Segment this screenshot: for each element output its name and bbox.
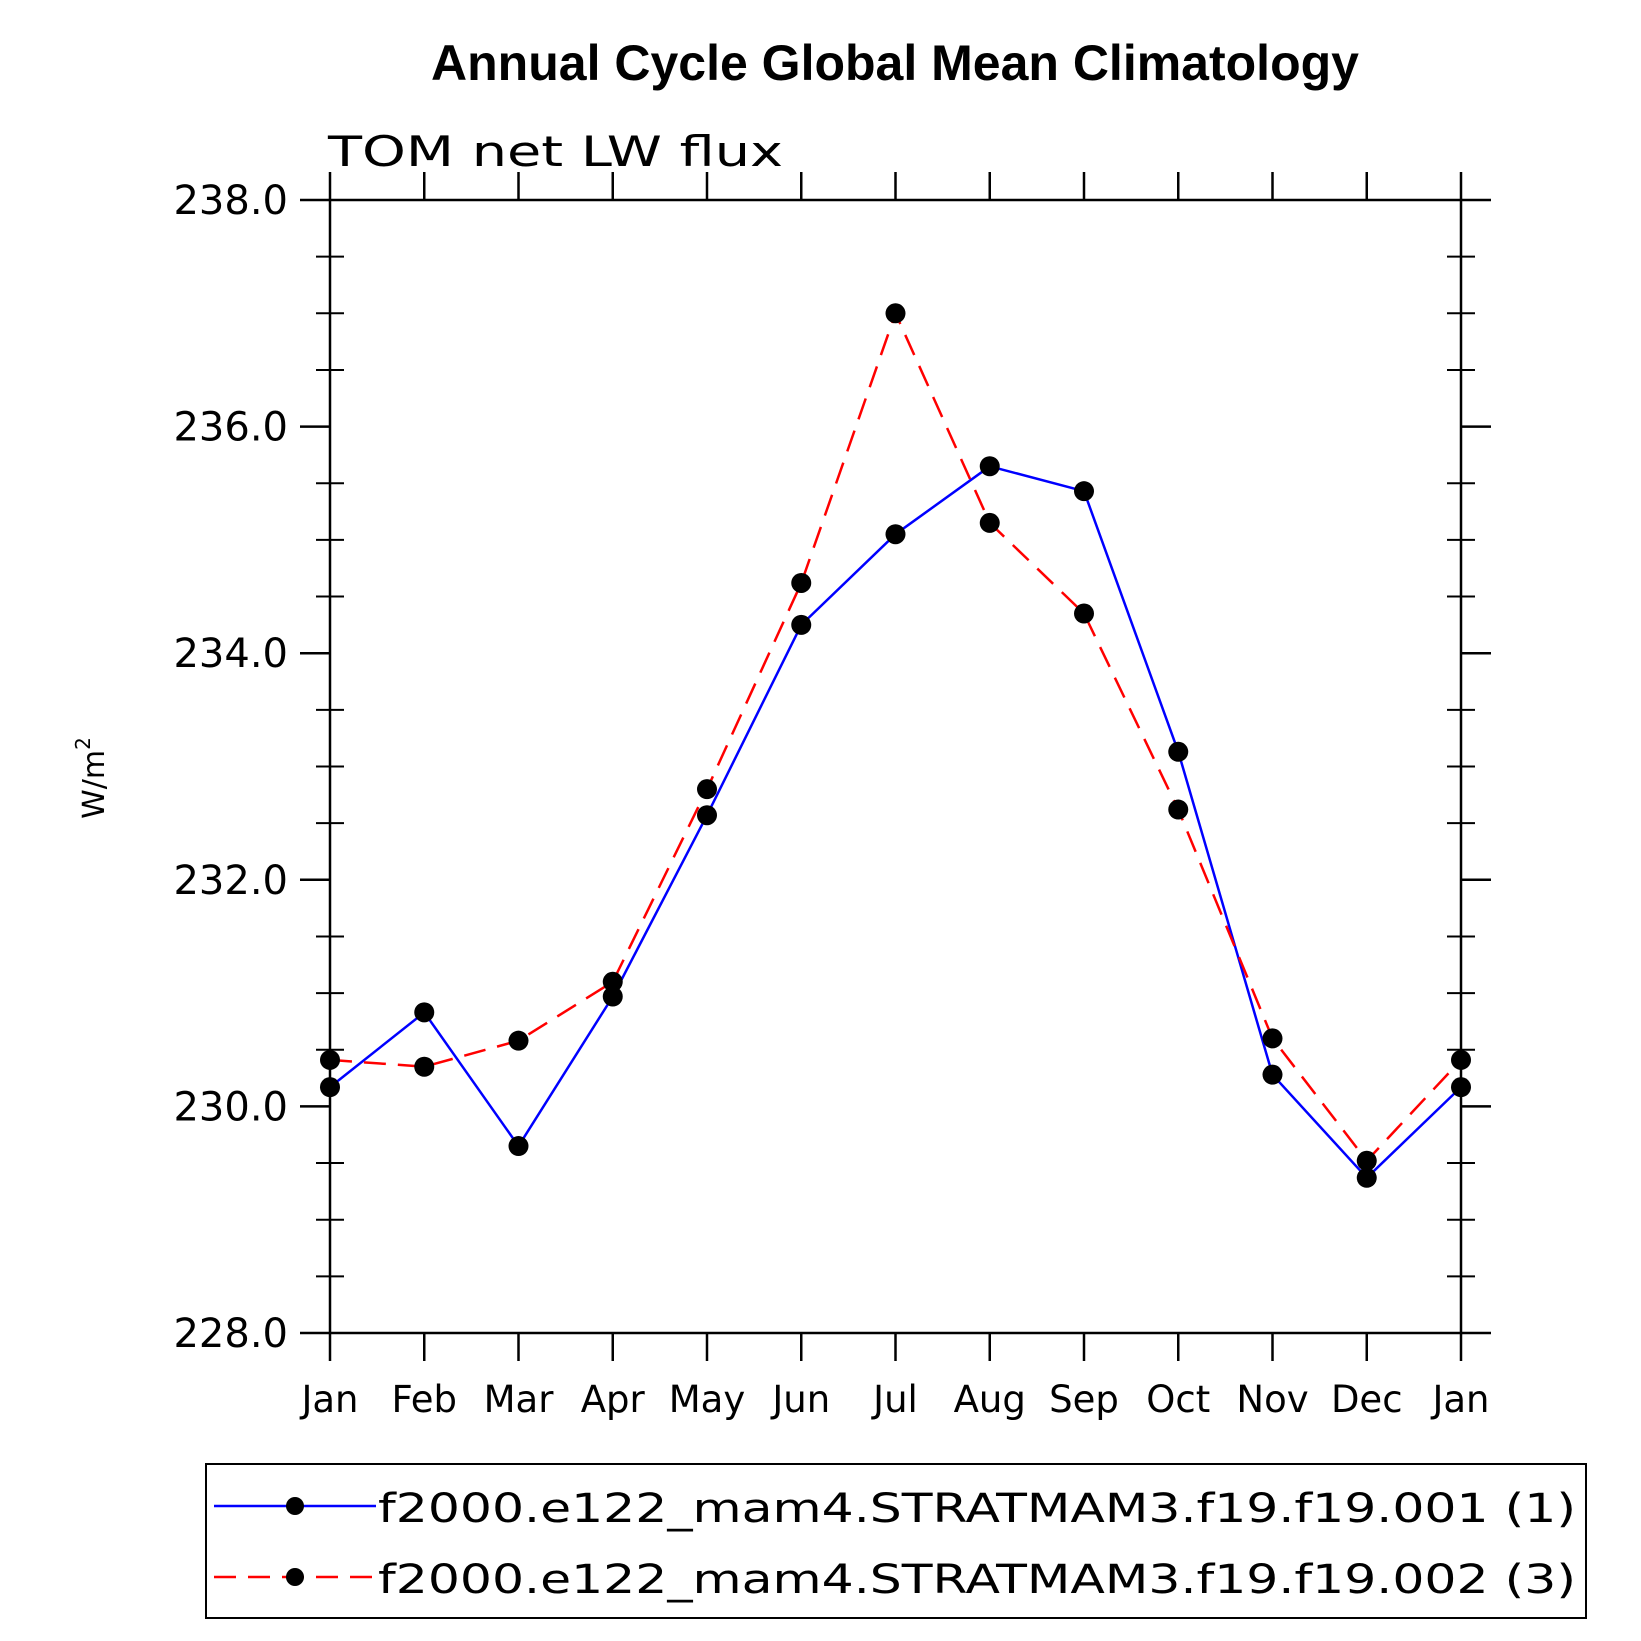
data-point-series-1 xyxy=(1451,1077,1471,1098)
y-axis-label: W/m2 xyxy=(71,737,112,819)
data-point-series-2 xyxy=(697,779,717,800)
x-tick-label: Jan xyxy=(299,1378,358,1421)
data-point-series-2 xyxy=(885,303,906,324)
y-tick-label: 228.0 xyxy=(173,1311,288,1357)
data-point-series-2 xyxy=(508,1030,529,1051)
markers-layer xyxy=(320,303,1471,1188)
y-tick-label: 238.0 xyxy=(173,178,288,224)
legend-marker-series-2 xyxy=(286,1568,304,1586)
legend-marker-series-1 xyxy=(286,1497,304,1515)
chart-subtitle: TOM net LW flux xyxy=(327,127,783,176)
x-tick-label: Feb xyxy=(391,1378,457,1421)
y-tick-label: 236.0 xyxy=(173,405,288,451)
data-point-series-1 xyxy=(1168,741,1189,762)
x-tick-label: Mar xyxy=(484,1378,555,1421)
data-point-series-1 xyxy=(320,1077,340,1098)
series-line-1 xyxy=(329,465,1462,1180)
series-line-2 xyxy=(329,312,1462,1163)
data-point-series-2 xyxy=(320,1049,340,1070)
x-tick-label: Apr xyxy=(581,1378,646,1421)
data-point-series-1 xyxy=(979,456,1000,477)
data-point-series-1 xyxy=(1356,1167,1377,1188)
x-tick-label: Jul xyxy=(871,1378,918,1421)
x-tick-label: Nov xyxy=(1236,1378,1308,1421)
data-point-series-1 xyxy=(791,614,812,635)
series-layer xyxy=(329,312,1462,1180)
y-axis-label-exponent: 2 xyxy=(71,737,95,750)
data-point-series-2 xyxy=(1262,1028,1283,1049)
data-point-series-2 xyxy=(1356,1150,1377,1171)
y-tick-label: 234.0 xyxy=(173,631,288,677)
data-point-series-2 xyxy=(979,512,1000,533)
data-point-series-1 xyxy=(414,1002,435,1023)
data-point-series-1 xyxy=(1262,1064,1283,1085)
data-point-series-2 xyxy=(414,1056,435,1077)
data-point-series-2 xyxy=(1168,799,1189,820)
x-tick-label: Sep xyxy=(1049,1378,1119,1421)
x-tick-label: Dec xyxy=(1331,1378,1403,1421)
y-axis-label-unit: W/m xyxy=(77,750,112,819)
legend: f2000.e122_mam4.STRATMAM3.f19.f19.001 (1… xyxy=(205,1463,1587,1619)
x-tick-label: Oct xyxy=(1146,1378,1210,1421)
data-point-series-1 xyxy=(697,805,717,826)
x-tick-label: Jun xyxy=(770,1378,830,1421)
data-point-series-1 xyxy=(885,524,906,545)
legend-label-series-2: f2000.e122_mam4.STRATMAM3.f19.f19.002 (3… xyxy=(378,1557,1576,1603)
data-point-series-2 xyxy=(1451,1049,1471,1070)
data-point-series-2 xyxy=(791,572,812,593)
x-tick-label: May xyxy=(669,1378,746,1421)
x-tick-label: Jan xyxy=(1430,1378,1489,1421)
x-tick-label: Aug xyxy=(954,1378,1026,1421)
y-tick-label: 230.0 xyxy=(173,1084,288,1130)
legend-label-series-1: f2000.e122_mam4.STRATMAM3.f19.f19.001 (1… xyxy=(378,1486,1576,1532)
y-tick-label: 232.0 xyxy=(173,858,288,904)
data-point-series-1 xyxy=(602,986,623,1007)
plot-frame xyxy=(328,198,1463,1335)
data-point-series-1 xyxy=(1074,481,1094,502)
data-point-series-2 xyxy=(602,971,623,992)
data-point-series-1 xyxy=(508,1136,529,1157)
axes: 228.0 230.0 232.0 234.0 236.0 238.0 Jan Feb Mar A… xyxy=(173,172,1491,1421)
data-point-series-2 xyxy=(1074,603,1094,624)
legend-frame xyxy=(205,1463,1587,1619)
chart-title: Annual Cycle Global Mean Climatology xyxy=(431,35,1359,91)
